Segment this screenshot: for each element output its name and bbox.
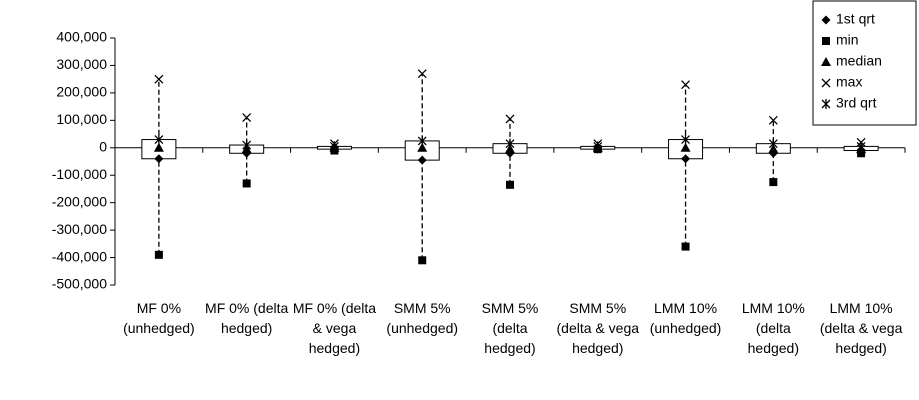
marker-asterisk bbox=[856, 141, 866, 152]
marker-diamond bbox=[681, 154, 691, 164]
marker-square bbox=[506, 180, 514, 189]
y-tick-label: 300,000 bbox=[56, 56, 107, 72]
marker-triangle bbox=[821, 57, 831, 66]
y-tick-label: 100,000 bbox=[56, 111, 107, 127]
y-tick-label: -300,000 bbox=[52, 221, 107, 237]
marker-asterisk bbox=[768, 138, 778, 149]
x-tick-label: LMM 10% (unhedged) bbox=[649, 300, 722, 336]
marker-x bbox=[505, 114, 515, 124]
x-tick-label: SMM 5% (delta hedged) bbox=[481, 300, 539, 356]
y-tick-label: 400,000 bbox=[56, 29, 107, 45]
legend-label: median bbox=[836, 53, 882, 69]
marker-x bbox=[821, 78, 831, 88]
legend-box bbox=[812, 0, 917, 126]
x-tick-label: SMM 5% (delta & vega hedged) bbox=[556, 300, 640, 356]
x-tick-label: MF 0% (unhedged) bbox=[123, 300, 195, 336]
marker-square bbox=[418, 256, 427, 265]
x-tick-label: LMM 10% (delta & vega hedged) bbox=[819, 300, 903, 356]
marker-triangle bbox=[680, 142, 691, 152]
marker-square bbox=[154, 250, 163, 259]
y-tick-label: 0 bbox=[99, 138, 107, 154]
y-tick-label: -400,000 bbox=[52, 248, 107, 264]
marker-diamond bbox=[417, 155, 427, 165]
marker-diamond bbox=[821, 15, 831, 25]
marker-asterisk bbox=[329, 141, 339, 152]
legend-label: min bbox=[836, 32, 859, 48]
marker-asterisk bbox=[242, 140, 252, 151]
legend-label: 1st qrt bbox=[836, 11, 875, 27]
marker-diamond bbox=[154, 154, 164, 164]
marker-asterisk bbox=[154, 134, 164, 145]
legend: 1st qrt min median max 3rd qrt bbox=[812, 0, 917, 126]
legend-label: max bbox=[836, 74, 862, 90]
y-tick-label: -500,000 bbox=[52, 276, 107, 292]
marker-x bbox=[681, 80, 691, 90]
y-tick-label: -100,000 bbox=[52, 166, 107, 182]
marker-asterisk bbox=[505, 138, 515, 149]
marker-x bbox=[417, 69, 427, 79]
x-tick-label: MF 0% (delta & vega hedged) bbox=[292, 300, 377, 356]
marker-x bbox=[154, 74, 164, 84]
marker-asterisk bbox=[593, 141, 603, 152]
marker-triangle bbox=[153, 142, 164, 152]
marker-x bbox=[242, 113, 252, 123]
marker-triangle bbox=[417, 142, 428, 152]
y-tick-label: 200,000 bbox=[56, 84, 107, 100]
marker-square bbox=[769, 178, 778, 187]
x-tick-label: MF 0% (delta hedged) bbox=[205, 300, 289, 336]
y-tick-label: -200,000 bbox=[52, 193, 107, 209]
marker-asterisk bbox=[417, 135, 427, 146]
marker-x bbox=[768, 115, 778, 125]
marker-square bbox=[242, 179, 251, 188]
marker-square bbox=[857, 149, 866, 158]
marker-asterisk bbox=[681, 134, 691, 145]
marker-square bbox=[822, 37, 830, 45]
marker-asterisk bbox=[821, 99, 831, 109]
x-tick-label: LMM 10% (delta hedged) bbox=[741, 300, 805, 356]
marker-square bbox=[681, 242, 690, 251]
legend-label: 3rd qrt bbox=[836, 95, 877, 111]
x-tick-label: SMM 5% (unhedged) bbox=[386, 300, 459, 336]
